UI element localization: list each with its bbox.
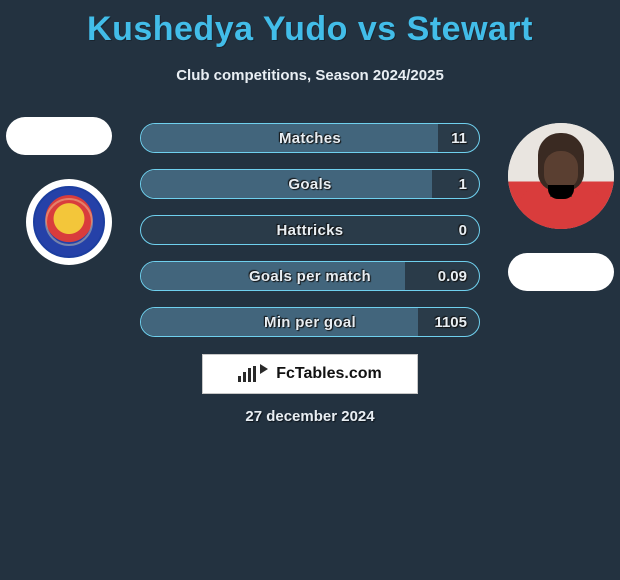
fctables-badge: FcTables.com	[202, 354, 418, 394]
stat-value: 1	[459, 170, 467, 198]
stat-label: Hattricks	[141, 216, 479, 244]
page-title: Kushedya Yudo vs Stewart	[0, 0, 620, 49]
stat-row-matches: Matches 11	[140, 123, 480, 153]
stat-row-min-per-goal: Min per goal 1105	[140, 307, 480, 337]
club-badge-left	[26, 179, 112, 265]
stat-label: Matches	[141, 124, 479, 152]
stat-label: Goals per match	[141, 262, 479, 290]
stat-value: 11	[451, 124, 467, 152]
bars-icon	[238, 366, 256, 382]
subtitle: Club competitions, Season 2024/2025	[0, 67, 620, 84]
stat-label: Goals	[141, 170, 479, 198]
fctables-label: FcTables.com	[276, 365, 382, 383]
player-left-placeholder	[6, 117, 112, 155]
stat-row-goals-per-match: Goals per match 0.09	[140, 261, 480, 291]
player-right-placeholder	[508, 253, 614, 291]
stat-value: 0.09	[438, 262, 467, 290]
stat-row-hattricks: Hattricks 0	[140, 215, 480, 245]
stat-value: 1105	[434, 308, 467, 336]
stat-value: 0	[459, 216, 467, 244]
player-right-photo	[508, 123, 614, 229]
date-label: 27 december 2024	[0, 408, 620, 425]
stat-label: Min per goal	[141, 308, 479, 336]
stat-row-goals: Goals 1	[140, 169, 480, 199]
arrow-icon	[260, 364, 268, 374]
stats-container: Matches 11 Goals 1 Hattricks 0 Goals per…	[140, 123, 480, 353]
